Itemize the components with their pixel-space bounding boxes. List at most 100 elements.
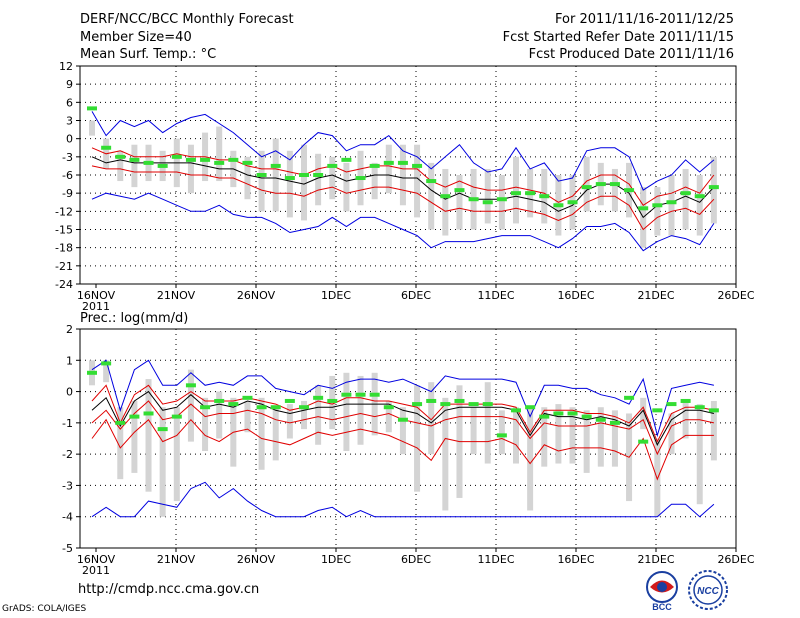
forecast-started-date: Fcst Started Refer Date 2011/11/15 [502, 30, 734, 45]
spread-box [371, 162, 378, 200]
control-marker [200, 405, 211, 410]
bcc-logo-text: BCC [652, 602, 672, 612]
control-marker [369, 163, 380, 168]
source-url[interactable]: http://cmdp.ncc.cma.gov.cn [78, 582, 260, 597]
control-marker [327, 398, 338, 403]
control-marker [624, 395, 635, 400]
control-marker [101, 145, 112, 150]
y-tick-label: 12 [59, 60, 73, 73]
spread-box [286, 150, 293, 218]
control-marker [652, 408, 663, 413]
control-marker [694, 405, 705, 410]
spread-box [385, 400, 392, 433]
x-tick-label: 26NOV [237, 553, 276, 566]
spread-box [258, 150, 265, 212]
control-marker [313, 395, 324, 400]
control-marker [581, 414, 592, 419]
series-min_upper [91, 418, 714, 481]
y-tick-label: -18 [55, 242, 73, 255]
control-marker [242, 395, 253, 400]
spread-box [414, 385, 421, 492]
control-marker [595, 182, 606, 187]
variable-label: Mean Surf. Temp.: °C [80, 47, 217, 62]
spread-box [696, 175, 703, 236]
spread-box [399, 144, 406, 206]
control-marker [185, 157, 196, 162]
y-tick-label: -3 [62, 479, 73, 492]
control-marker [454, 188, 465, 193]
control-marker [468, 197, 479, 202]
control-marker [666, 200, 677, 205]
spread-box [696, 404, 703, 505]
spread-box [385, 144, 392, 194]
spread-box [569, 407, 576, 464]
control-marker [242, 160, 253, 165]
y-tick-label: -6 [62, 169, 73, 182]
control-marker [581, 185, 592, 190]
y-tick-label: 1 [66, 354, 73, 367]
y-tick-label: -3 [62, 151, 73, 164]
x-tick-label: 16NOV [77, 289, 116, 302]
control-marker [299, 173, 309, 177]
spread-box [343, 372, 350, 452]
y-tick-label: 6 [66, 96, 73, 109]
spread-box [513, 156, 519, 224]
series-max [91, 111, 715, 191]
control-marker [157, 163, 168, 168]
y-tick-label: -1 [62, 417, 73, 430]
control-marker [87, 106, 97, 111]
spread-box [187, 144, 194, 194]
control-marker [355, 392, 366, 397]
control-marker [341, 392, 352, 397]
control-marker [511, 408, 521, 413]
y-tick-label: -2 [62, 448, 73, 461]
ncc-logo: NCC [688, 570, 728, 610]
spread-box [668, 413, 675, 455]
spread-box [315, 385, 322, 445]
y-tick-label: -12 [55, 205, 73, 218]
y-tick-label: 0 [66, 386, 73, 399]
control-marker [143, 160, 154, 165]
spread-box [498, 410, 505, 455]
x-tick-label: 1DEC [321, 553, 351, 566]
spread-box [131, 400, 138, 473]
spread-box [202, 397, 209, 452]
forecast-produced-date: Fcst Produced Date 2011/11/16 [528, 47, 734, 62]
spread-box [301, 400, 307, 430]
y-tick-label: -5 [62, 542, 73, 555]
control-marker [539, 194, 550, 199]
control-marker [567, 411, 578, 416]
control-marker [355, 176, 366, 181]
control-marker [553, 203, 564, 208]
x-tick-label: 1DEC [321, 289, 351, 302]
control-marker [609, 420, 620, 425]
control-marker [482, 200, 493, 205]
x-tick-label: 6DEC [401, 289, 431, 302]
spread-box [159, 407, 166, 517]
chart-title: DERF/NCC/BCC Monthly Forecast [80, 12, 294, 27]
x-tick-label: 26DEC [717, 553, 754, 566]
spread-box [456, 175, 463, 230]
precip-variable-label: Prec.: log(mm/d) [80, 311, 189, 326]
control-marker [129, 157, 140, 162]
x-tick-label: 21DEC [637, 553, 674, 566]
control-marker [539, 414, 550, 419]
grads-credit: GrADS: COLA/IGES [2, 604, 87, 614]
control-marker [496, 197, 507, 202]
spread-box [315, 153, 322, 206]
control-marker [185, 383, 196, 388]
control-marker [525, 405, 536, 410]
spread-box [640, 397, 647, 430]
control-marker [214, 398, 225, 403]
plot-frame [79, 65, 737, 285]
control-marker [708, 185, 719, 190]
plot-frame [79, 328, 737, 549]
control-marker [454, 398, 465, 403]
y-tick-label: 3 [66, 115, 73, 128]
x-tick-label: 21DEC [637, 289, 674, 302]
spread-box [513, 407, 519, 464]
control-marker [412, 402, 423, 407]
spread-box [272, 407, 279, 461]
spread-box [527, 407, 534, 511]
